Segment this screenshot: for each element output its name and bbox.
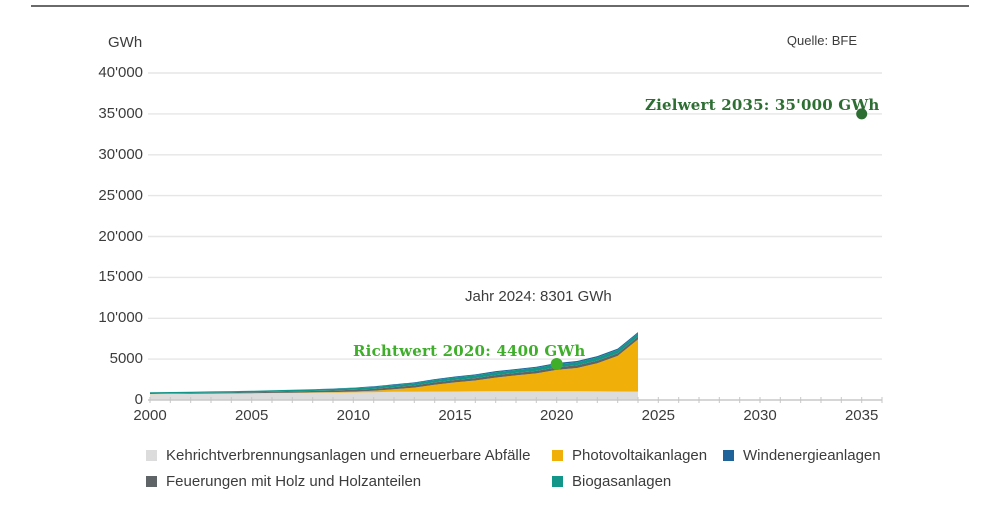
y-tick-label: 10'000	[98, 309, 143, 327]
y-tick-label: 15'000	[98, 268, 143, 286]
year-2024-annotation: Jahr 2024: 8301 GWh	[465, 288, 612, 305]
legend-swatch-icon	[552, 476, 563, 487]
y-axis-unit-label: GWh	[108, 34, 143, 51]
x-tick-label: 2025	[641, 407, 676, 424]
richtwert-2020-annotation: Richtwert 2020: 4400 GWh	[353, 342, 586, 360]
legend-label: Windenergieanlagen	[743, 447, 881, 464]
richtwert-dot	[550, 358, 563, 370]
legend-label: Kehrichtverbrennungsanlagen und erneuerb…	[166, 447, 531, 464]
zielwert-2035-annotation: Zielwert 2035: 35'000 GWh	[645, 96, 880, 114]
legend: Kehrichtverbrennungsanlagen und erneuerb…	[146, 447, 881, 490]
y-tick-label: 0	[134, 391, 143, 408]
y-tick-label: 5000	[109, 350, 143, 368]
x-tick-label: 2020	[539, 407, 574, 424]
x-tick-label: 2000	[133, 407, 167, 424]
legend-item: Biogasanlagen	[552, 473, 723, 490]
y-tick-label: 25'000	[98, 186, 143, 204]
legend-item: Kehrichtverbrennungsanlagen und erneuerb…	[146, 447, 552, 464]
x-tick-label: 2030	[743, 407, 777, 424]
legend-item: Feuerungen mit Holz und Holzanteilen	[146, 473, 552, 490]
y-tick-label: 35'000	[98, 104, 143, 122]
x-tick-label: 2010	[336, 407, 371, 424]
legend-label: Photovoltaikanlagen	[572, 447, 708, 464]
legend-item: Photovoltaikanlagen	[552, 447, 723, 464]
source-label: Quelle: BFE	[786, 33, 857, 48]
legend-label: Biogasanlagen	[572, 473, 672, 490]
y-tick-label: 40'000	[98, 64, 143, 81]
legend-swatch-icon	[146, 450, 157, 461]
legend-item: Windenergieanlagen	[723, 447, 881, 464]
zielwert-dot	[856, 108, 868, 120]
top-divider	[31, 5, 969, 7]
legend-swatch-icon	[723, 450, 734, 461]
legend-swatch-icon	[146, 476, 157, 487]
y-tick-label: 30'000	[98, 145, 143, 163]
x-tick-label: 2035	[844, 407, 879, 424]
x-tick-label: 2005	[234, 407, 269, 424]
area-band-1	[150, 339, 638, 395]
x-tick-label: 2015	[438, 407, 472, 424]
y-tick-label: 20'000	[98, 227, 143, 245]
legend-label: Feuerungen mit Holz und Holzanteilen	[166, 473, 422, 490]
legend-swatch-icon	[552, 450, 563, 461]
